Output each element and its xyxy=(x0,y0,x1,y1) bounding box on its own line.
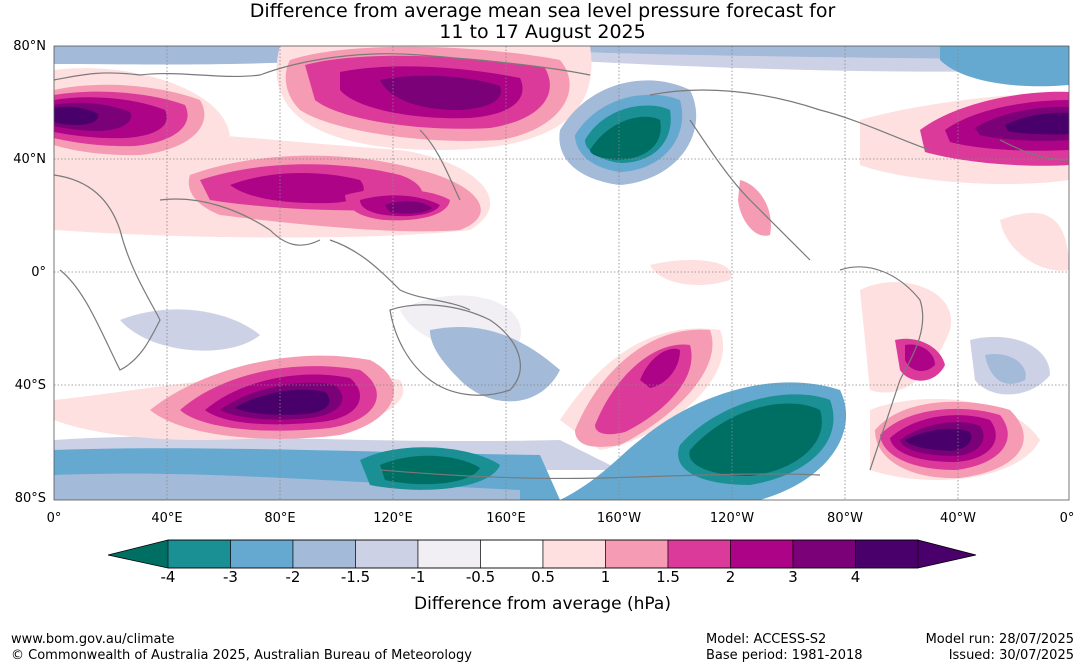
footer-website: www.bom.gov.au/climate xyxy=(11,632,175,647)
lat-label-80n: 80°N xyxy=(13,39,46,54)
colorbar-swatch xyxy=(230,539,294,569)
colorbar-swatch xyxy=(167,539,231,569)
lon-label-80w: 80°W xyxy=(827,511,863,526)
colorbar-swatch xyxy=(417,539,481,569)
colorbar-tick-label: -4 xyxy=(160,568,176,586)
lon-label-40w: 40°W xyxy=(940,511,976,526)
lon-label-40e: 40°E xyxy=(151,511,183,526)
lat-label-40n: 40°N xyxy=(13,152,46,167)
colorbar-tick-label: -0.5 xyxy=(465,568,496,586)
colorbar-swatch xyxy=(605,539,669,569)
colorbar-tick-label: -1.5 xyxy=(340,568,371,586)
lon-label-0: 0° xyxy=(46,511,62,526)
colorbar-tick-label: -3 xyxy=(223,568,238,586)
colorbar-swatch xyxy=(542,539,606,569)
colorbar-label: Difference from average (hPa) xyxy=(414,594,671,614)
lat-label-40s: 40°S xyxy=(14,378,46,393)
map-title-line1: Difference from average mean sea level p… xyxy=(249,0,836,22)
colorbar xyxy=(107,539,977,569)
colorbar-tick-label: -2 xyxy=(285,568,301,586)
colorbar-swatch xyxy=(730,539,794,569)
lon-label-160w: 160°W xyxy=(596,511,642,526)
colorbar-swatch xyxy=(480,539,544,569)
colorbar-tick-label: 4 xyxy=(850,568,861,586)
colorbar-swatch xyxy=(855,539,919,569)
coastlines xyxy=(54,53,1069,480)
map-title-line2: 11 to 17 August 2025 xyxy=(439,21,646,43)
lon-label-120e: 120°E xyxy=(373,511,413,526)
lon-label-80e: 80°E xyxy=(264,511,296,526)
footer-model-run: Model run: 28/07/2025 xyxy=(925,632,1074,647)
colorbar-outline xyxy=(107,539,977,569)
colorbar-low-extend xyxy=(108,540,168,568)
lon-label-0-east: 0° xyxy=(1059,511,1075,526)
colorbar-tick-label: 3 xyxy=(788,568,798,586)
colorbar-tick-label: -1 xyxy=(410,568,426,586)
footer-base-period: Base period: 1981-2018 xyxy=(706,648,863,663)
footer-issued: Issued: 30/07/2025 xyxy=(948,648,1074,663)
lat-label-0: 0° xyxy=(31,265,46,280)
footer-copyright: © Commonwealth of Australia 2025, Austra… xyxy=(11,648,472,663)
colorbar-tick-label: 0.5 xyxy=(531,568,555,586)
footer-model: Model: ACCESS-S2 xyxy=(706,632,827,647)
colorbar-swatch xyxy=(667,539,731,569)
colorbar-swatch xyxy=(292,539,356,569)
gridlines xyxy=(54,46,1069,500)
colorbar-high-extend xyxy=(918,540,976,568)
lat-label-80s: 80°S xyxy=(14,491,46,506)
anomaly-contours xyxy=(54,46,1069,500)
colorbar-tick-label: 2 xyxy=(725,568,736,586)
map-border xyxy=(53,45,1070,501)
lon-label-160e: 160°E xyxy=(486,511,526,526)
colorbar-swatch xyxy=(355,539,419,569)
lon-label-120w: 120°W xyxy=(709,511,755,526)
colorbar-swatch xyxy=(792,539,856,569)
colorbar-tick-label: 1 xyxy=(600,568,611,586)
colorbar-tick-label: 1.5 xyxy=(656,568,680,586)
